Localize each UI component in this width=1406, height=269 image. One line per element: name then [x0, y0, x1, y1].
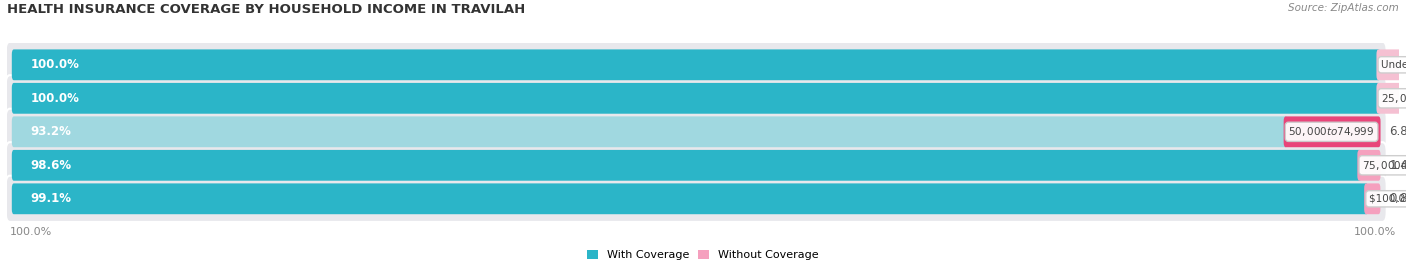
FancyBboxPatch shape	[6, 42, 1386, 88]
Text: 99.1%: 99.1%	[31, 192, 72, 205]
Legend: With Coverage, Without Coverage: With Coverage, Without Coverage	[582, 245, 824, 265]
Text: Source: ZipAtlas.com: Source: ZipAtlas.com	[1288, 3, 1399, 13]
Text: $50,000 to $74,999: $50,000 to $74,999	[1288, 125, 1375, 138]
Text: 100.0%: 100.0%	[1354, 226, 1396, 237]
Text: 93.2%: 93.2%	[31, 125, 72, 138]
FancyBboxPatch shape	[1376, 83, 1405, 114]
Text: 100.0%: 100.0%	[31, 92, 79, 105]
Text: $75,000 to $99,999: $75,000 to $99,999	[1362, 159, 1406, 172]
Text: $100,000 and over: $100,000 and over	[1369, 194, 1406, 204]
FancyBboxPatch shape	[6, 176, 1386, 222]
Text: 1.4%: 1.4%	[1389, 159, 1406, 172]
Text: $25,000 to $49,999: $25,000 to $49,999	[1381, 92, 1406, 105]
FancyBboxPatch shape	[6, 75, 1386, 121]
Text: 98.6%: 98.6%	[31, 159, 72, 172]
Text: 100.0%: 100.0%	[10, 226, 52, 237]
Text: HEALTH INSURANCE COVERAGE BY HOUSEHOLD INCOME IN TRAVILAH: HEALTH INSURANCE COVERAGE BY HOUSEHOLD I…	[7, 3, 526, 16]
FancyBboxPatch shape	[1364, 183, 1381, 214]
Text: 100.0%: 100.0%	[31, 58, 79, 71]
FancyBboxPatch shape	[11, 183, 1368, 214]
FancyBboxPatch shape	[11, 49, 1381, 80]
FancyBboxPatch shape	[1357, 150, 1381, 181]
FancyBboxPatch shape	[1284, 116, 1381, 147]
FancyBboxPatch shape	[11, 150, 1361, 181]
FancyBboxPatch shape	[6, 142, 1386, 188]
FancyBboxPatch shape	[6, 109, 1386, 155]
Text: 0.89%: 0.89%	[1389, 192, 1406, 205]
FancyBboxPatch shape	[11, 83, 1381, 114]
FancyBboxPatch shape	[1376, 49, 1405, 80]
Text: Under $25,000: Under $25,000	[1381, 60, 1406, 70]
FancyBboxPatch shape	[11, 116, 1288, 147]
Text: 6.8%: 6.8%	[1389, 125, 1406, 138]
